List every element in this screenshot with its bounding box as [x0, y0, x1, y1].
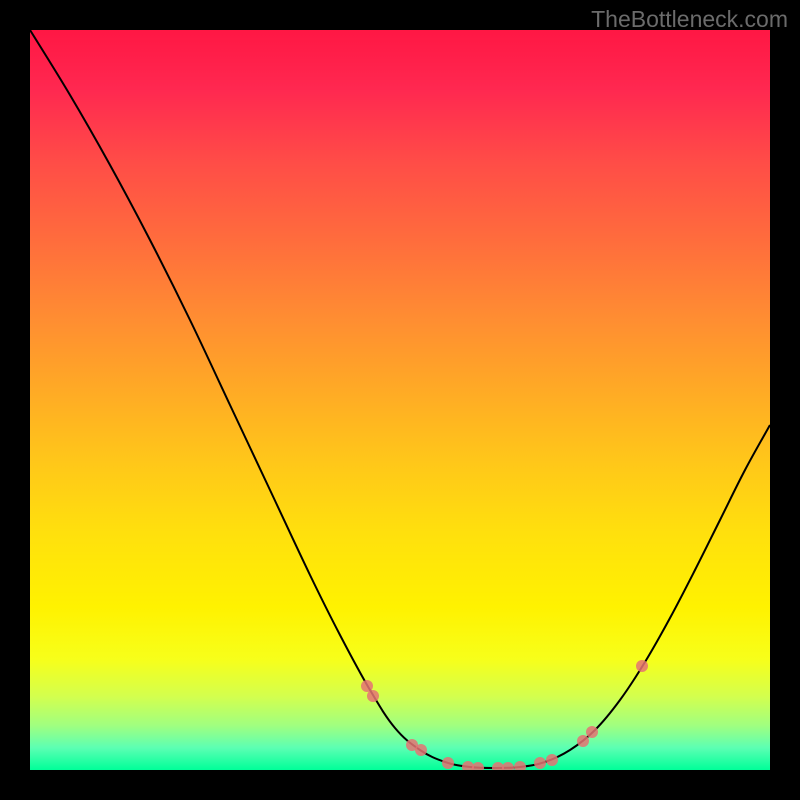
- data-marker: [361, 680, 373, 692]
- data-marker: [502, 762, 514, 770]
- data-marker: [367, 690, 379, 702]
- bottleneck-chart: [30, 30, 770, 770]
- data-marker: [442, 757, 454, 769]
- data-marker: [514, 761, 526, 770]
- data-marker: [546, 754, 558, 766]
- data-marker: [636, 660, 648, 672]
- data-marker: [534, 757, 546, 769]
- data-marker: [577, 735, 589, 747]
- data-marker: [415, 744, 427, 756]
- data-marker: [472, 762, 484, 770]
- bottleneck-curve: [30, 30, 770, 768]
- data-markers: [361, 660, 648, 770]
- data-marker: [586, 726, 598, 738]
- chart-curve-layer: [30, 30, 770, 770]
- watermark-text: TheBottleneck.com: [591, 6, 788, 33]
